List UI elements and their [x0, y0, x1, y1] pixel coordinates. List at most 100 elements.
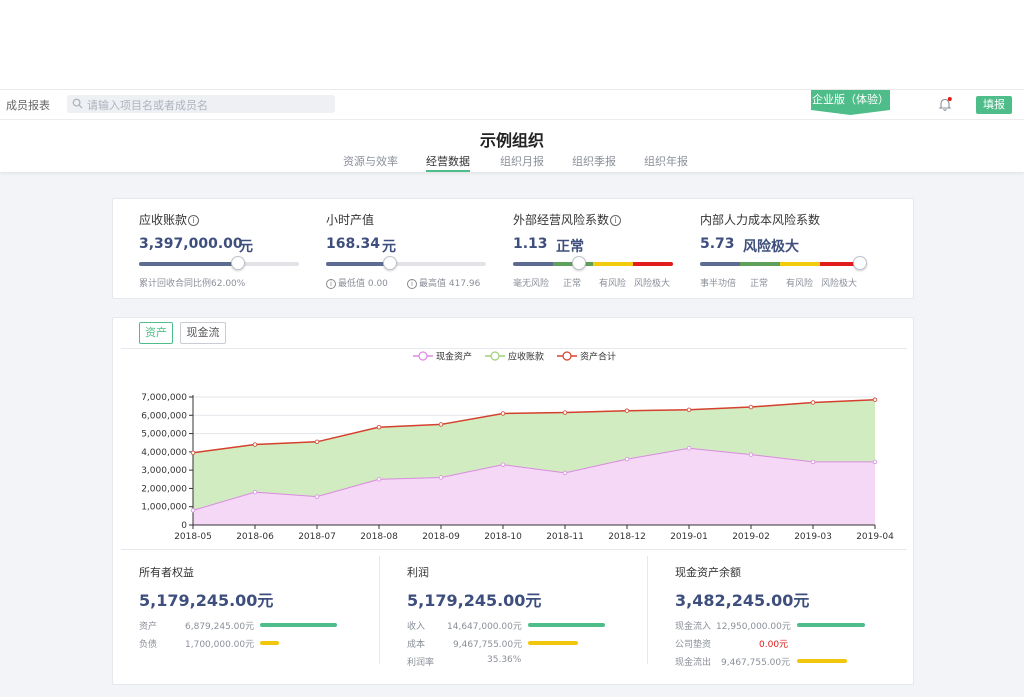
- enterprise-edition-label: 企业版（体验）: [812, 93, 889, 106]
- x-tick-label: 2018-07: [298, 532, 336, 542]
- tab-business-data[interactable]: 经营数据: [426, 153, 470, 172]
- point-cash: [810, 459, 816, 465]
- y-tick-label: 6,000,000: [141, 411, 187, 421]
- point-total-assets: [314, 439, 320, 444]
- summary-row-bar: [797, 623, 866, 627]
- fill-report-button[interactable]: 填报: [976, 96, 1012, 114]
- summary-row-label: 利润率: [407, 658, 435, 668]
- kpi-min-value: i 最低值 0.00: [326, 276, 388, 289]
- kpi-slider-knob: [231, 256, 246, 270]
- y-tick-label: 5,000,000: [141, 430, 187, 440]
- point-cash: [376, 477, 382, 482]
- kpi-max-value: i 最高值 417.96: [407, 276, 480, 289]
- x-tick-label: 2018-10: [484, 532, 522, 542]
- enterprise-edition-badge[interactable]: 企业版（体验）: [811, 90, 890, 116]
- y-tick-label: 3,000,000: [141, 466, 187, 476]
- point-total-assets: [872, 397, 878, 402]
- badge-ribbon-shape: [811, 90, 890, 115]
- summary-row-label: 成本: [407, 640, 426, 650]
- kpi-card: 应收账款 i 3,397,000.00 元 累计回收合同比例62.00% 小时产值…: [112, 198, 914, 299]
- summary-row-value: 9,467,755.00元: [453, 640, 523, 650]
- summary-value: 5,179,245.00元: [139, 591, 274, 610]
- risk-segment: [780, 262, 820, 266]
- point-total-assets: [376, 424, 382, 430]
- x-tick-label: 2018-08: [360, 532, 398, 542]
- y-tick-label: 2,000,000: [141, 484, 187, 494]
- point-cash: [562, 470, 568, 476]
- y-tick-label: 4,000,000: [141, 448, 187, 458]
- point-cash: [314, 494, 320, 499]
- section-tabs: 资源与效率 经营数据 组织月报 组织季报 组织年报: [0, 153, 1024, 172]
- chart-legend: 现金资产 应收账款 资产合计: [413, 351, 616, 363]
- area-receivables: [193, 399, 875, 511]
- risk-slider-knob: [571, 256, 586, 270]
- tab-annual-report[interactable]: 组织年报: [644, 155, 688, 168]
- risk-scale-label: 毫无风险: [513, 279, 550, 289]
- point-total-assets: [252, 442, 258, 447]
- summary-row-label: 负债: [139, 640, 158, 650]
- summary-row-bar: [528, 641, 578, 645]
- summary-row-label: 公司垫资: [675, 640, 712, 650]
- info-icon[interactable]: i: [610, 215, 622, 226]
- summary-title: 利润: [407, 566, 429, 579]
- point-total-assets: [624, 408, 630, 413]
- legend-marker: [562, 351, 572, 361]
- risk-scale-label: 风险极大: [821, 279, 858, 289]
- summary-row-value: 9,467,755.00元: [721, 658, 791, 668]
- summary-row-label: 现金流出: [675, 658, 712, 668]
- summary-row-value: 6,879,245.00元: [185, 622, 255, 632]
- asset-area-chart: 现金资产 应收账款 资产合计 0 1,000,000 2,000,000 3,000,00…: [141, 351, 894, 543]
- risk-scale-label: 有风险: [599, 279, 627, 289]
- tab-quarterly-report[interactable]: 组织季报: [572, 155, 616, 168]
- tab-cash-flow[interactable]: 现金流: [180, 322, 226, 344]
- page-title: 示例组织: [479, 131, 544, 150]
- summary-row-bar: [797, 659, 848, 663]
- notification-dot-icon: [947, 97, 952, 101]
- member-report-link[interactable]: 成员报表: [6, 99, 50, 112]
- chart-axes: 0 1,000,000 2,000,000 3,000,000 4,000,000 5,0…: [141, 393, 894, 542]
- summary-title: 所有者权益: [139, 566, 194, 579]
- summary-row-bar: [260, 641, 279, 645]
- kpi-progress-track: [139, 256, 299, 270]
- summary-row: 所有者权益 5,179,245.00元 资产 6,879,245.00元 负债 …: [113, 554, 913, 682]
- x-tick-label: 2018-05: [174, 532, 212, 542]
- x-tick-label: 2018-11: [546, 532, 584, 542]
- risk-scale-label: 事半功倍: [700, 279, 737, 289]
- summary-value: 5,179,245.00元: [407, 591, 542, 610]
- notification-bell-icon[interactable]: [937, 96, 953, 112]
- chart-lines: [192, 398, 876, 511]
- search-input[interactable]: 请输入项目名或者成员名: [67, 95, 335, 113]
- kpi-progress-track: [326, 256, 486, 270]
- risk-segment: [700, 262, 740, 266]
- kpi-value: 5.73: [700, 236, 735, 252]
- kpi-slider-knob: [383, 256, 397, 270]
- kpi-progress-fill: [139, 262, 239, 266]
- tab-monthly-report[interactable]: 组织月报: [500, 155, 544, 168]
- summary-row-value: 14,647,000.00元: [447, 622, 522, 632]
- tab-resource-efficiency[interactable]: 资源与效率: [343, 155, 398, 168]
- summary-divider: [121, 549, 907, 550]
- info-icon[interactable]: i: [188, 215, 200, 226]
- summary-row-bar: [260, 623, 338, 627]
- top-blank-area: [0, 0, 1024, 89]
- risk-segment: [820, 262, 860, 266]
- x-tick-label: 2018-06: [236, 532, 274, 542]
- risk-scale-track: [700, 256, 867, 270]
- summary-title: 现金资产余额: [675, 566, 741, 579]
- summary-row-label: 现金流入: [675, 622, 712, 632]
- top-nav-bar: 成员报表 请输入项目名或者成员名 企业版（体验） 填报: [0, 89, 1024, 120]
- risk-scale-label: 正常: [750, 279, 769, 289]
- point-total-assets: [438, 422, 444, 427]
- risk-segment: [633, 262, 673, 266]
- point-total-assets: [562, 410, 568, 415]
- x-tick-label: 2018-12: [608, 532, 646, 542]
- risk-segment: [593, 262, 633, 266]
- kpi-title: 小时产值: [326, 213, 375, 227]
- tab-assets[interactable]: 资产: [139, 322, 173, 344]
- kpi-unit: 元: [239, 239, 253, 255]
- risk-scale-label: 有风险: [786, 279, 814, 289]
- summary-value: 3,482,245.00元: [675, 591, 810, 610]
- risk-slider-knob: [853, 256, 867, 270]
- point-total-assets: [748, 404, 754, 410]
- point-cash: [686, 445, 692, 451]
